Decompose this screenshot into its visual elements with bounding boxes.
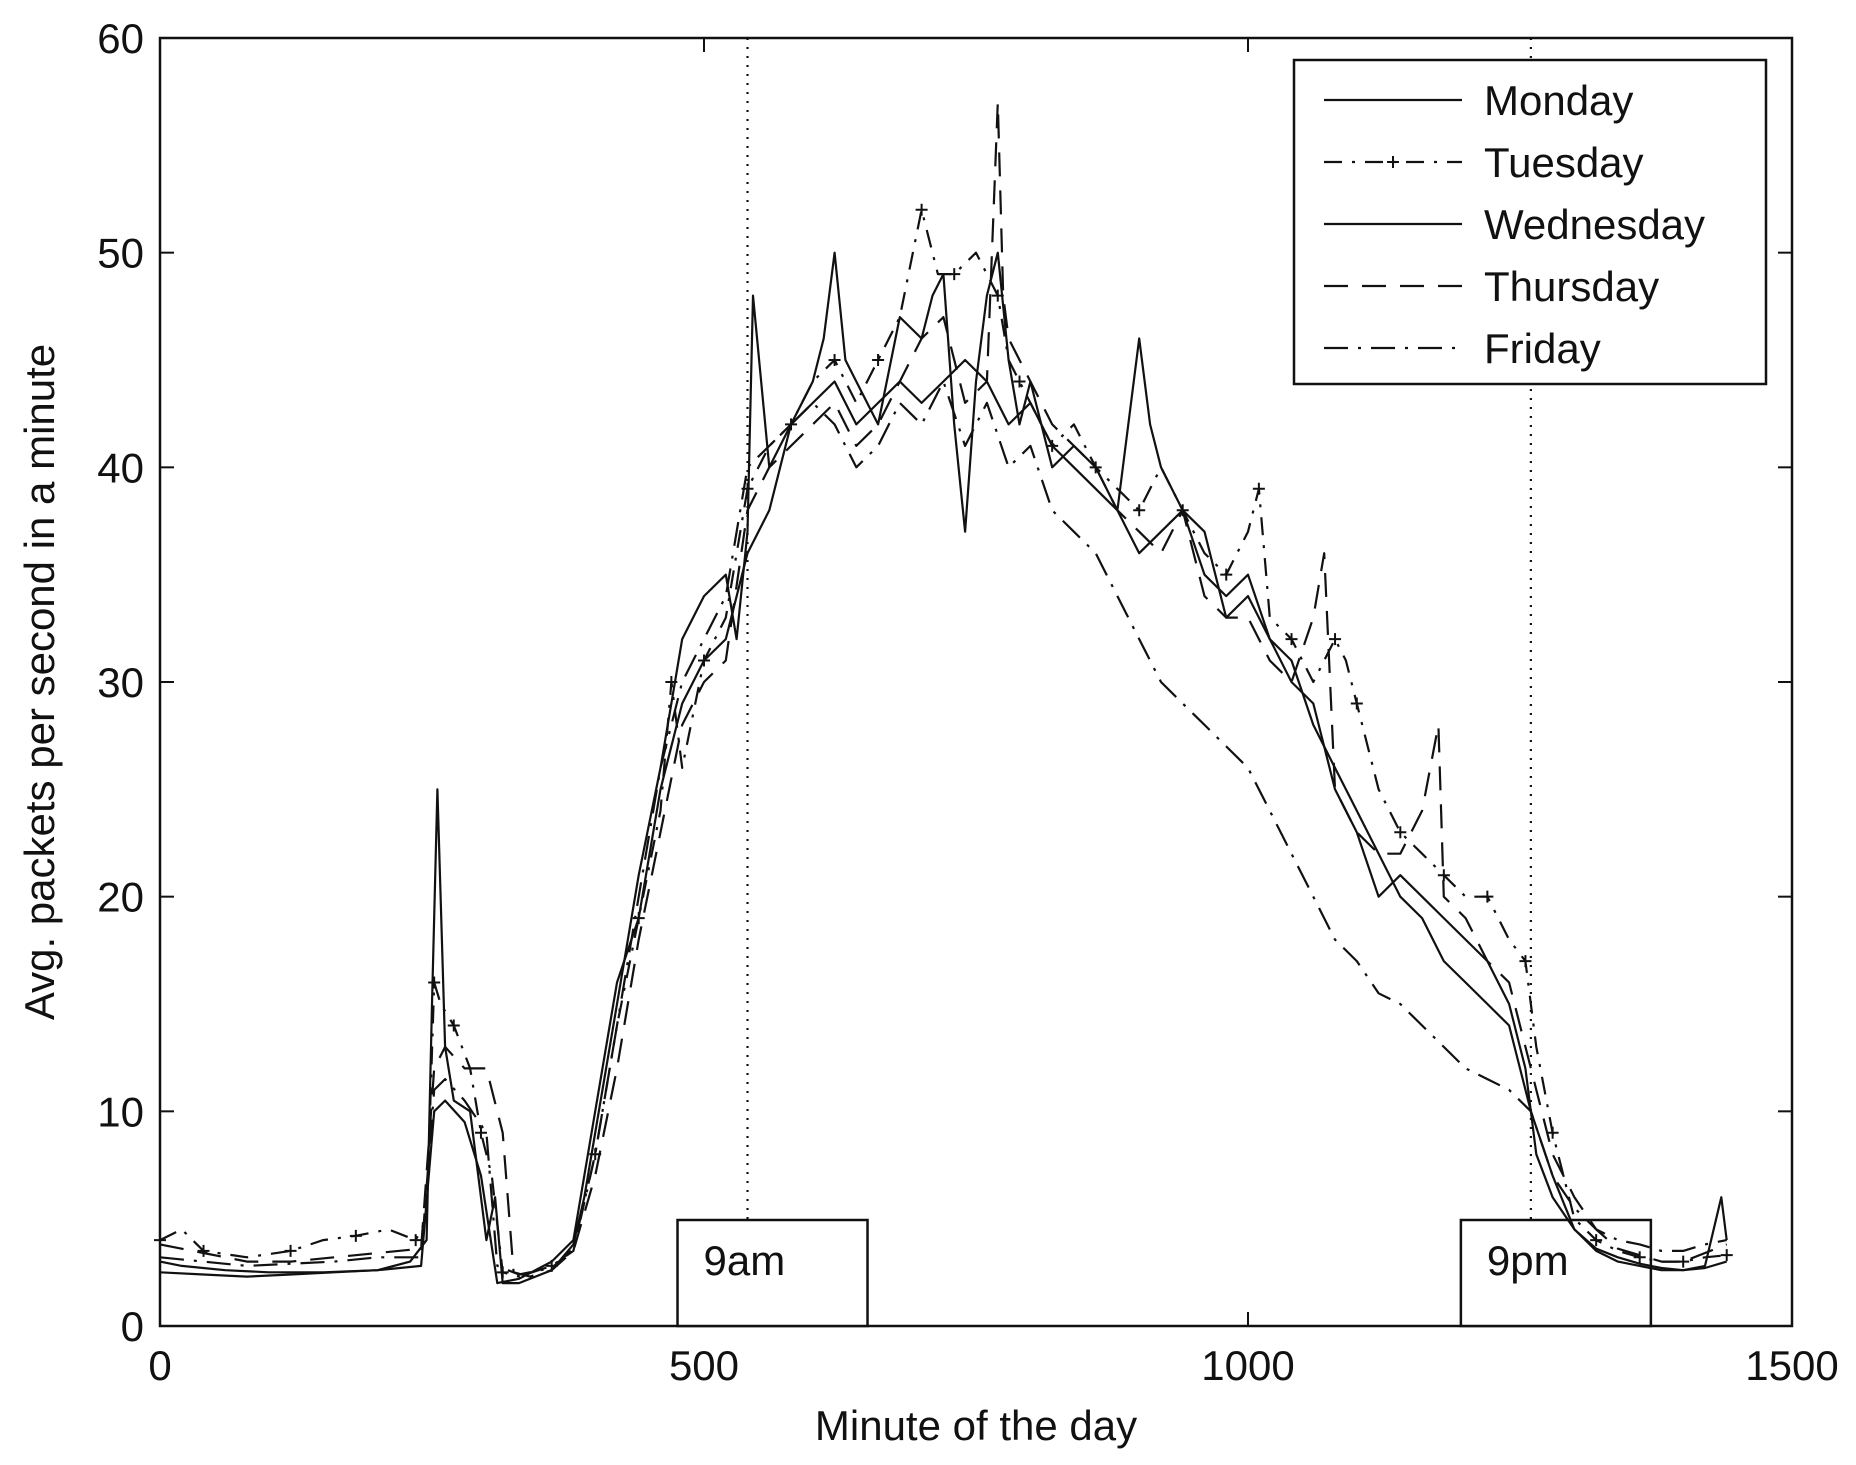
y-tick-label: 60: [97, 15, 144, 62]
series-marker-tuesday: [1546, 1126, 1559, 1139]
series-marker-tuesday: [948, 268, 961, 281]
y-tick-label: 30: [97, 659, 144, 706]
series-marker-tuesday: [1133, 504, 1146, 517]
legend-box: [1292, 58, 1768, 386]
series-marker-tuesday: [1481, 890, 1494, 903]
y-tick-label: 40: [97, 444, 144, 491]
legend-label-monday: Monday: [1484, 77, 1633, 124]
series-marker-tuesday: [1350, 697, 1363, 710]
series-marker-tuesday: [1677, 1255, 1690, 1268]
series-marker-tuesday: [496, 1266, 509, 1279]
series-marker-tuesday: [1720, 1249, 1733, 1262]
series-marker-tuesday: [828, 354, 841, 366]
series-marker-tuesday: [665, 676, 678, 688]
series-line-friday: [159, 380, 1727, 1276]
series-marker-tuesday: [1329, 633, 1342, 646]
y-tick-label: 20: [97, 874, 144, 921]
y-tick-label: 0: [121, 1303, 144, 1350]
series-marker-tuesday: [991, 289, 1004, 302]
series-marker-tuesday: [1013, 375, 1026, 388]
legend-label-thursday: Thursday: [1484, 263, 1659, 310]
series-marker-tuesday: [154, 1234, 166, 1247]
series-line-monday: [159, 251, 1728, 1285]
series-marker-tuesday: [349, 1229, 362, 1242]
series-marker-tuesday: [1220, 568, 1233, 581]
series-marker-tuesday: [1394, 826, 1407, 839]
annotation-label: 9pm: [1487, 1237, 1569, 1284]
series-marker-tuesday: [872, 354, 885, 366]
series-marker-tuesday: [197, 1244, 210, 1257]
annotation-box-9am: [676, 1218, 869, 1328]
y-tick-label: 50: [97, 230, 144, 277]
series-marker-tuesday: [1590, 1234, 1603, 1247]
legend-label-wednesday: Wednesday: [1484, 201, 1705, 248]
series-marker-tuesday: [1519, 955, 1532, 968]
x-tick-label: 0: [148, 1342, 171, 1389]
legend-label-friday: Friday: [1484, 325, 1601, 372]
series-marker-tuesday: [1437, 869, 1450, 882]
annotation-label: 9am: [704, 1237, 786, 1284]
annotation-box-9pm: [1459, 1218, 1653, 1328]
legend-label-tuesday: Tuesday: [1484, 139, 1644, 186]
x-axis-label: Minute of the day: [815, 1402, 1137, 1449]
x-tick-label: 1500: [1745, 1342, 1838, 1389]
y-tick-label: 10: [97, 1088, 144, 1135]
series-marker-tuesday: [409, 1234, 422, 1247]
y-axis-label: Avg. packets per second in a minute: [16, 344, 63, 1020]
series-line-wednesday: [159, 358, 1728, 1285]
series-marker-tuesday: [428, 976, 441, 989]
series-marker-tuesday: [1285, 633, 1298, 646]
series-marker-tuesday: [1633, 1251, 1646, 1264]
x-tick-label: 1000: [1201, 1342, 1294, 1389]
series-marker-tuesday: [1252, 482, 1265, 495]
series-marker-tuesday: [447, 1019, 460, 1032]
legend-marker: [1387, 156, 1399, 168]
series-marker-tuesday: [474, 1126, 487, 1139]
series-marker-tuesday: [915, 203, 928, 216]
x-tick-label: 500: [669, 1342, 739, 1389]
series-marker-tuesday: [284, 1244, 297, 1257]
